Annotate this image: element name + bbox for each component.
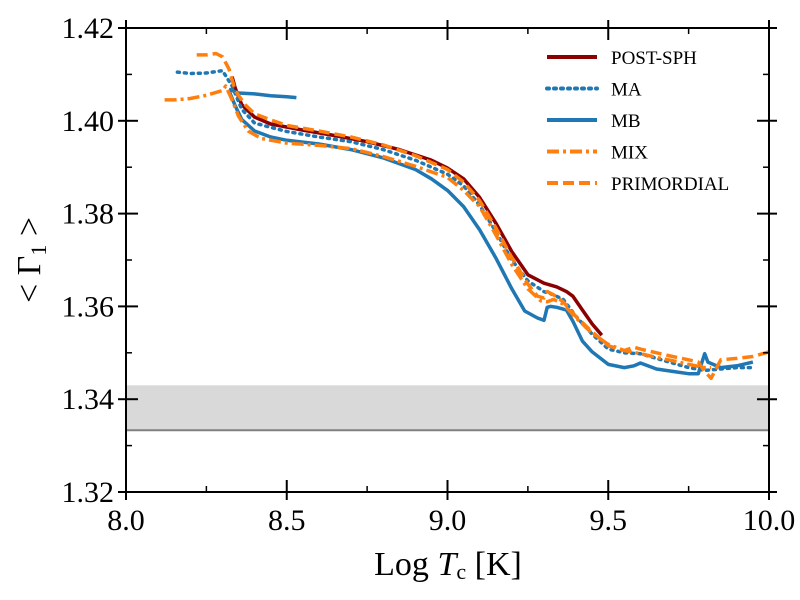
series-line-2	[227, 89, 754, 376]
x-tick-label: 8.5	[268, 504, 306, 537]
series-line-5	[196, 51, 769, 381]
legend: POST-SPH MA MB MIX PRIMORDIAL	[545, 48, 729, 195]
shaded-band	[126, 385, 769, 431]
shaded-band-layer	[126, 385, 769, 432]
x-tick-label: 9.5	[590, 504, 628, 537]
series-line-4	[164, 84, 712, 370]
x-tick-label: 8.0	[107, 504, 145, 537]
y-axis-label: < Γ1 >	[11, 217, 51, 303]
y-tick-label: 1.38	[62, 198, 115, 231]
y-tick-label: 1.40	[62, 105, 115, 138]
legend-label: POST-SPH	[611, 48, 697, 69]
legend-label: MIX	[611, 143, 648, 164]
x-tick-label: 9.0	[429, 504, 467, 537]
tick-layer: 8.0 8.5 9.0 9.5 10.0 1.32 1.34 1.36 1.38 1.40 1.42	[62, 12, 796, 537]
series-layer	[164, 51, 769, 381]
y-tick-label: 1.42	[62, 12, 115, 45]
y-tick-label: 1.32	[62, 476, 115, 509]
series-line-0	[230, 76, 604, 337]
x-axis-label: Log Tc [K]	[374, 546, 522, 584]
legend-label: MB	[611, 111, 641, 132]
x-tick-label: 10.0	[743, 504, 796, 537]
y-tick-label: 1.36	[62, 290, 115, 323]
y-tick-label: 1.34	[62, 383, 115, 416]
legend-label: MA	[611, 80, 642, 101]
legend-label: PRIMORDIAL	[611, 174, 729, 195]
